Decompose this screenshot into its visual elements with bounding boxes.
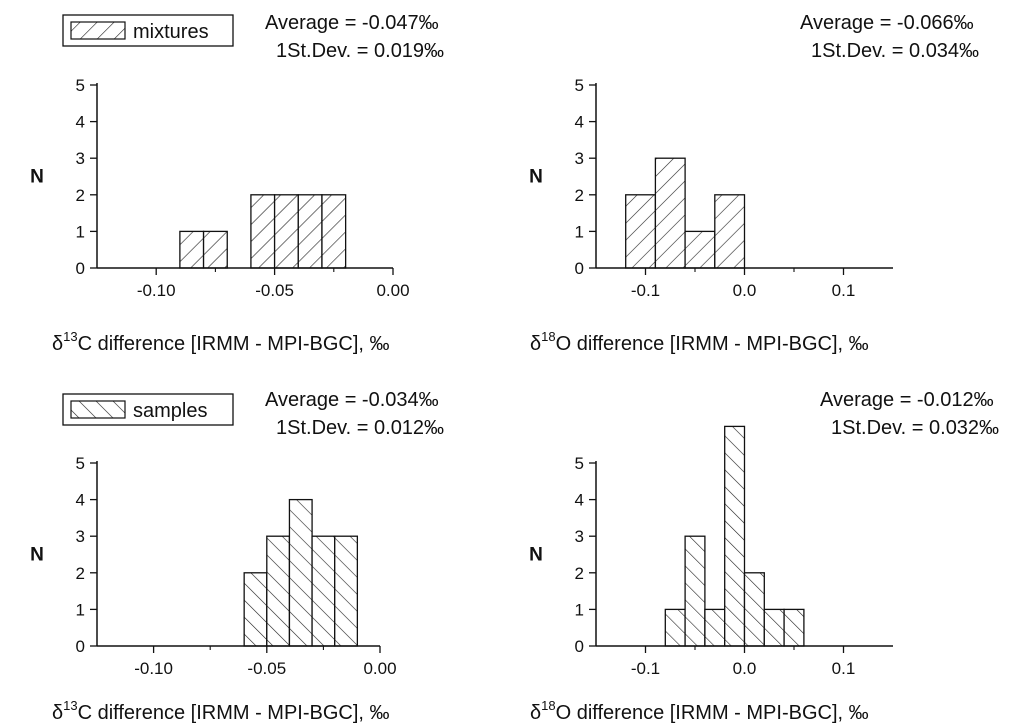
histogram-bar bbox=[664, 608, 686, 647]
x-axis-label: δ13C difference [IRMM - MPI-BGC], ‰ bbox=[52, 329, 390, 355]
y-tick-label: 5 bbox=[575, 76, 584, 95]
histogram-bar bbox=[273, 194, 299, 269]
y-axis-label: N bbox=[30, 545, 44, 566]
histogram-bar bbox=[266, 535, 291, 647]
y-tick-label: 4 bbox=[76, 491, 85, 510]
y-tick-label: 1 bbox=[76, 222, 85, 241]
histogram-bar bbox=[250, 194, 276, 269]
stdev-annotation: 1St.Dev. = 0.012‰ bbox=[276, 417, 444, 439]
y-tick-label: 4 bbox=[76, 113, 85, 132]
x-tick-label: -0.1 bbox=[631, 659, 660, 678]
y-tick-label: 4 bbox=[575, 113, 584, 132]
histogram-bar bbox=[684, 230, 716, 269]
legend-label: mixtures bbox=[133, 21, 209, 43]
y-tick-label: 0 bbox=[76, 637, 85, 656]
stdev-annotation: 1St.Dev. = 0.019‰ bbox=[276, 40, 444, 62]
x-tick-label: 0.0 bbox=[733, 659, 757, 678]
y-tick-label: 2 bbox=[76, 186, 85, 205]
y-tick-label: 3 bbox=[76, 149, 85, 168]
legend-samples: samples bbox=[62, 393, 234, 426]
y-tick-label: 5 bbox=[575, 454, 584, 473]
histogram-bar bbox=[179, 230, 205, 269]
histogram-bar bbox=[243, 572, 268, 647]
histogram-bar bbox=[654, 157, 686, 269]
y-tick-label: 4 bbox=[575, 491, 584, 510]
x-axis-label: δ18O difference [IRMM - MPI-BGC], ‰ bbox=[530, 329, 869, 355]
stdev-annotation: 1St.Dev. = 0.034‰ bbox=[811, 40, 979, 62]
average-annotation: Average = -0.034‰ bbox=[265, 389, 439, 411]
histogram-bar bbox=[311, 535, 336, 647]
histogram-bar bbox=[743, 572, 765, 647]
x-tick-label: 0.0 bbox=[733, 281, 757, 300]
x-tick-label: -0.10 bbox=[137, 281, 176, 300]
y-tick-label: 3 bbox=[575, 149, 584, 168]
y-tick-label: 3 bbox=[575, 527, 584, 546]
y-tick-label: 5 bbox=[76, 454, 85, 473]
x-tick-label: -0.05 bbox=[247, 659, 286, 678]
y-tick-label: 3 bbox=[76, 527, 85, 546]
y-axis-label: N bbox=[529, 545, 543, 566]
x-tick-label: 0.00 bbox=[363, 659, 396, 678]
y-tick-label: 0 bbox=[76, 259, 85, 278]
x-tick-label: -0.10 bbox=[134, 659, 173, 678]
histogram-bar bbox=[724, 425, 746, 647]
histogram-bar bbox=[625, 194, 657, 269]
histogram-bar bbox=[202, 230, 228, 269]
y-tick-label: 1 bbox=[575, 600, 584, 619]
average-annotation: Average = -0.066‰ bbox=[800, 12, 974, 34]
stdev-annotation: 1St.Dev. = 0.032‰ bbox=[831, 417, 999, 439]
y-axis-label: N bbox=[529, 167, 543, 188]
x-tick-label: 0.1 bbox=[832, 281, 856, 300]
histogram-bar bbox=[321, 194, 347, 269]
histogram-bar bbox=[288, 498, 313, 647]
legend-mixtures: mixtures bbox=[62, 14, 234, 47]
y-tick-label: 5 bbox=[76, 76, 85, 95]
y-tick-label: 2 bbox=[76, 564, 85, 583]
x-axis-label: δ13C difference [IRMM - MPI-BGC], ‰ bbox=[52, 698, 390, 724]
histogram-bar bbox=[334, 535, 359, 647]
histogram-bar bbox=[684, 535, 706, 647]
legend-swatch bbox=[70, 400, 126, 419]
y-axis-label: N bbox=[30, 167, 44, 188]
y-tick-label: 0 bbox=[575, 259, 584, 278]
histogram-bar bbox=[714, 194, 746, 269]
x-axis-label: δ18O difference [IRMM - MPI-BGC], ‰ bbox=[530, 698, 869, 724]
y-tick-label: 2 bbox=[575, 186, 584, 205]
y-tick-label: 0 bbox=[575, 637, 584, 656]
x-tick-label: -0.05 bbox=[255, 281, 294, 300]
x-tick-label: -0.1 bbox=[631, 281, 660, 300]
legend-swatch bbox=[70, 21, 126, 40]
legend-label: samples bbox=[133, 400, 207, 422]
x-tick-label: 0.1 bbox=[832, 659, 856, 678]
y-tick-label: 1 bbox=[575, 222, 584, 241]
histogram-bar bbox=[297, 194, 323, 269]
y-tick-label: 1 bbox=[76, 600, 85, 619]
x-tick-label: 0.00 bbox=[376, 281, 409, 300]
histogram-bar bbox=[704, 608, 726, 647]
y-tick-label: 2 bbox=[575, 564, 584, 583]
average-annotation: Average = -0.047‰ bbox=[265, 12, 439, 34]
average-annotation: Average = -0.012‰ bbox=[820, 389, 994, 411]
histogram-bar bbox=[783, 608, 805, 647]
histogram-bar bbox=[763, 608, 785, 647]
